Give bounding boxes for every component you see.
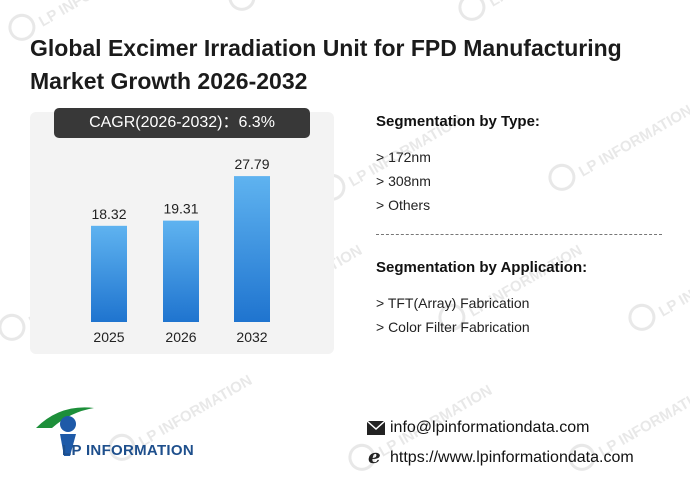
- category-label-2025: 2025: [93, 329, 124, 345]
- segmentation-application-title: Segmentation by Application:: [376, 259, 588, 276]
- application-item-color-filter: > Color Filter Fabrication: [376, 319, 530, 335]
- browser-e-icon: e: [368, 446, 381, 466]
- svg-text:LP INFORMATION: LP INFORMATION: [656, 242, 690, 321]
- bar-2025: [91, 225, 127, 322]
- watermark-1: LP INFORMATION: [228, 0, 375, 11]
- contact-website[interactable]: https://www.lpinformationdata.com: [390, 449, 634, 466]
- watermark-9: LP INFORMATION: [628, 242, 690, 331]
- watermark-5: LP INFORMATION: [548, 102, 690, 191]
- type-item-others: > Others: [376, 197, 431, 213]
- application-item-tft-array: > TFT(Array) Fabrication: [376, 295, 530, 311]
- type-item-172nm: > 172nm: [376, 149, 431, 165]
- category-label-2026: 2026: [165, 329, 196, 345]
- category-label-2032: 2032: [236, 329, 267, 345]
- watermark-2: LP INFORMATION: [458, 0, 605, 21]
- value-label-2032: 27.79: [234, 156, 269, 172]
- cagr-badge: CAGR(2026-2032)：6.3%: [54, 108, 310, 138]
- svg-text:LP INFORMATION: LP INFORMATION: [136, 372, 255, 451]
- type-item-308nm: > 308nm: [376, 173, 431, 189]
- envelope-icon: [366, 420, 386, 435]
- value-label-2026: 19.31: [163, 201, 198, 217]
- svg-text:LP INFORMATION: LP INFORMATION: [36, 0, 155, 30]
- section-divider: [376, 234, 662, 235]
- lp-information-logo-icon: [36, 407, 94, 456]
- bar-2026: [163, 220, 199, 322]
- segmentation-type-title: Segmentation by Type:: [376, 113, 540, 130]
- bar-chart: 18.32 2025 19.31 2026 27.79 2032: [91, 156, 270, 345]
- svg-text:LP INFORMATION: LP INFORMATION: [576, 102, 690, 181]
- bar-2032: [234, 176, 270, 322]
- contact-email[interactable]: info@lpinformationdata.com: [390, 419, 590, 436]
- svg-text:LP INFORMATION: LP INFORMATION: [486, 0, 605, 10]
- svg-text:e: e: [368, 446, 381, 466]
- logo-text: LP INFORMATION: [62, 442, 194, 459]
- page-title: Global Excimer Irradiation Unit for FPD …: [30, 35, 622, 94]
- value-label-2025: 18.32: [91, 206, 126, 222]
